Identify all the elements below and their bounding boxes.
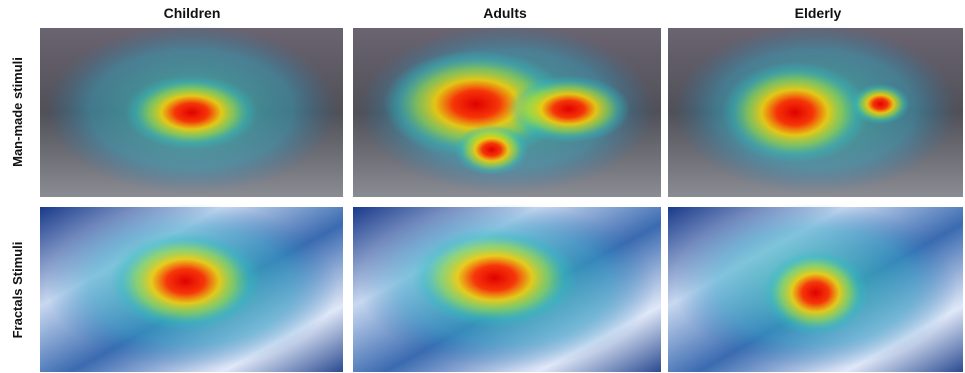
- heatmap-hotspot: [109, 231, 262, 331]
- column-title: Elderly: [795, 5, 842, 21]
- heatmap-hotspot: [124, 75, 259, 150]
- heatmap-hotspot: [454, 124, 529, 176]
- column-title: Children: [164, 5, 221, 21]
- heatmap-hotspot: [721, 61, 869, 164]
- heatmap-hotspot: [506, 75, 631, 143]
- row-label: Man-made stimuli: [10, 57, 25, 167]
- column-title: Adults: [483, 5, 527, 21]
- row-label: Fractals Stimuli: [10, 242, 25, 339]
- heatmap-hotspot: [762, 249, 869, 336]
- heatmap-hotspot: [411, 228, 578, 328]
- heatmap-hotspot: [850, 83, 910, 125]
